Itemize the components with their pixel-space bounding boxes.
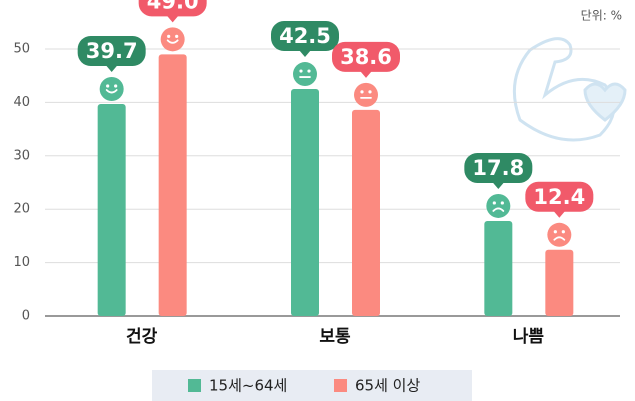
mouth bbox=[105, 89, 118, 94]
eye bbox=[561, 230, 565, 234]
value-bubble bbox=[77, 36, 146, 67]
eye bbox=[167, 34, 171, 38]
y-tick-label: 40 bbox=[13, 95, 30, 110]
eye bbox=[307, 69, 311, 73]
y-tick-label: 30 bbox=[13, 148, 30, 163]
eye bbox=[299, 69, 303, 73]
y-tick-label: 10 bbox=[13, 255, 30, 270]
legend-label: 65세 이상 bbox=[355, 377, 420, 395]
bubble-tail bbox=[299, 50, 311, 58]
mouth bbox=[553, 236, 566, 241]
value-label: 12.4 bbox=[533, 185, 585, 209]
bar bbox=[291, 89, 319, 316]
face bbox=[99, 77, 124, 102]
bar bbox=[97, 104, 126, 316]
face-icon bbox=[354, 82, 378, 107]
eye bbox=[500, 201, 504, 205]
bubble-tail bbox=[492, 181, 505, 189]
face bbox=[160, 27, 185, 52]
x-tick-label: 건강 bbox=[126, 327, 158, 347]
face-icon bbox=[99, 77, 124, 102]
value-bubble bbox=[464, 152, 533, 183]
legend-swatch bbox=[188, 379, 201, 392]
bar bbox=[158, 54, 187, 317]
value-label: 38.6 bbox=[340, 45, 392, 69]
bar bbox=[484, 220, 513, 316]
face bbox=[547, 222, 572, 247]
value-label: 17.8 bbox=[472, 156, 524, 180]
value-label: 39.7 bbox=[86, 39, 138, 63]
bubble-tail bbox=[553, 210, 566, 218]
eye bbox=[114, 84, 118, 88]
value-bubble bbox=[332, 41, 400, 72]
face-icon bbox=[486, 193, 511, 218]
bar bbox=[545, 249, 574, 316]
eye bbox=[553, 230, 557, 234]
eye bbox=[360, 90, 364, 94]
eye bbox=[106, 84, 110, 88]
bar bbox=[352, 109, 380, 316]
y-tick-label: 20 bbox=[13, 202, 30, 217]
eye bbox=[492, 201, 496, 205]
legend-box bbox=[152, 370, 472, 401]
value-bubble bbox=[271, 21, 339, 52]
value-bubble bbox=[138, 0, 207, 17]
value-bubble bbox=[525, 181, 594, 212]
face bbox=[486, 193, 511, 218]
legend-label: 15세~64세 bbox=[209, 377, 287, 395]
eye bbox=[175, 34, 179, 38]
decor-icon bbox=[512, 37, 627, 142]
mouth bbox=[166, 39, 179, 44]
bubble-tail bbox=[105, 65, 118, 73]
face bbox=[354, 82, 378, 107]
value-label: 42.5 bbox=[279, 24, 331, 48]
y-tick-label: 0 bbox=[22, 309, 30, 324]
y-tick-label: 50 bbox=[13, 42, 30, 57]
mouth bbox=[492, 207, 505, 212]
face bbox=[293, 62, 317, 87]
face-icon bbox=[293, 62, 317, 87]
unit-label: 단위: % bbox=[581, 9, 622, 23]
bubble-tail bbox=[360, 70, 372, 78]
value-label: 49.0 bbox=[147, 0, 199, 13]
face-icon bbox=[547, 222, 572, 247]
bubble-tail bbox=[166, 15, 179, 23]
face-icon bbox=[160, 27, 185, 52]
legend-swatch bbox=[334, 379, 347, 392]
x-tick-label: 보통 bbox=[319, 327, 351, 347]
eye bbox=[368, 90, 372, 94]
x-tick-label: 나쁨 bbox=[513, 327, 545, 347]
